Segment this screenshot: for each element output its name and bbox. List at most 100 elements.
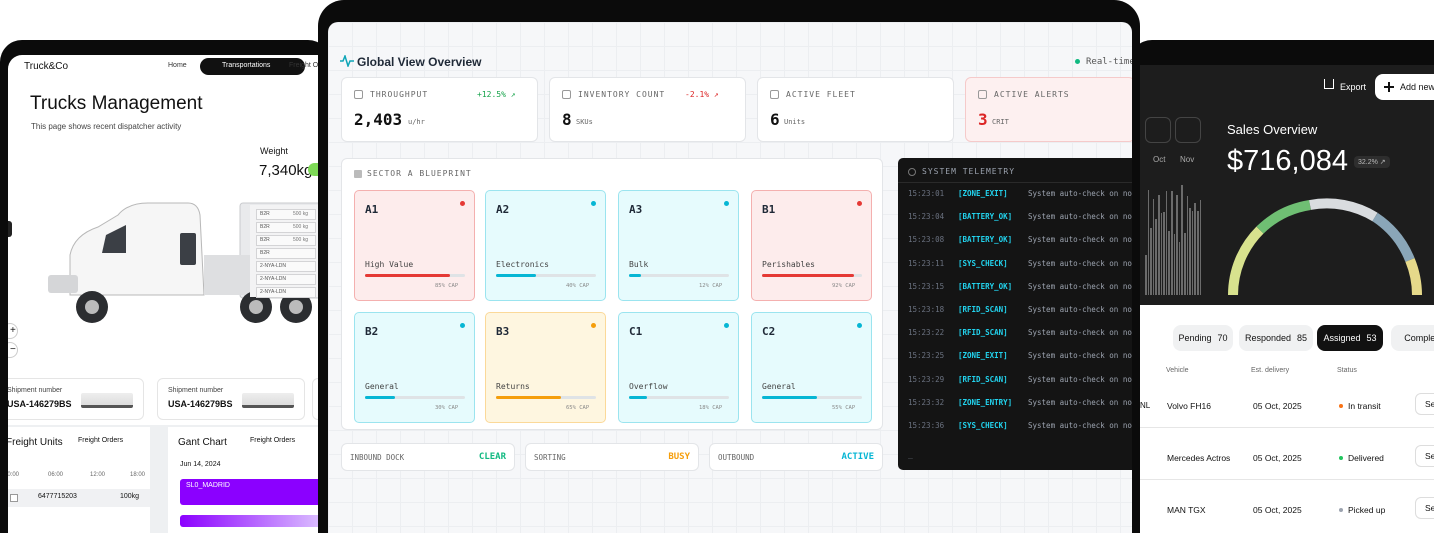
- shipment-number: USA-146279BS: [8, 399, 72, 409]
- spark-bar: [1176, 195, 1178, 295]
- status-tab[interactable]: Pending 70: [1173, 325, 1233, 351]
- capacity-bar: [496, 274, 536, 277]
- log-tag: [ZONE_EXIT]: [958, 351, 1008, 361]
- kpi-unit: SKUs: [576, 118, 593, 126]
- kpi-unit: CRIT: [992, 118, 1009, 126]
- zone-cell[interactable]: B1 Perishables 92% CAP: [751, 190, 872, 301]
- kpi-card: ACTIVE ALERTS 3 CRIT: [965, 77, 1132, 142]
- nav-pill[interactable]: Transportations: [200, 58, 305, 75]
- row-action[interactable]: See: [1415, 393, 1434, 415]
- log-time: 15:23:11: [908, 258, 945, 268]
- sales-header: [1140, 65, 1434, 305]
- shipment-label: Shipment number: [8, 387, 63, 394]
- log-message: System auto-check on node: [1028, 189, 1132, 198]
- kpi-unit: Units: [784, 118, 806, 126]
- left-screen: Truck&Co Home Transportations Freight Order…: [8, 55, 330, 533]
- kpi-label: THROUGHPUT: [370, 90, 429, 99]
- row-action[interactable]: See: [1415, 497, 1434, 519]
- zoom-button[interactable]: −: [8, 342, 18, 358]
- row-status: Delivered: [1348, 453, 1384, 463]
- zone-dot: [591, 323, 596, 328]
- spark-bar: [1171, 191, 1173, 295]
- export-button[interactable]: Export: [1340, 82, 1367, 92]
- capacity-track: [365, 396, 465, 399]
- log-message: System auto-check on node: [1028, 397, 1132, 407]
- cargo-label: B2R: [260, 211, 270, 217]
- capacity-bar: [365, 396, 395, 399]
- zone-cell[interactable]: B2 General 30% CAP: [354, 312, 475, 423]
- zone-cell[interactable]: C2 General 55% CAP: [751, 312, 872, 423]
- zone-name: Overflow: [629, 382, 668, 391]
- capacity-label: 85% CAP: [435, 283, 459, 289]
- page-subtitle: This page shows recent dispatcher activi…: [31, 122, 182, 131]
- export-icon: [1324, 79, 1334, 89]
- tab-count: 53: [1366, 333, 1377, 343]
- shipment-card: Shipment number USA-146279BS: [8, 378, 144, 420]
- log-tag: [BATTERY_OK]: [958, 212, 1013, 222]
- zone-name: General: [762, 382, 796, 391]
- cargo-weight: 500 kg: [293, 237, 309, 243]
- cargo-cell: B2R 500 kg: [256, 235, 316, 246]
- kpi-label: ACTIVE FLEET: [786, 90, 856, 99]
- nav-item[interactable]: Home: [168, 62, 187, 69]
- log-message: System auto-check on node: [1028, 421, 1132, 430]
- row-divider: [1140, 427, 1434, 428]
- zone-cell[interactable]: C1 Overflow 18% CAP: [618, 312, 739, 423]
- row-action[interactable]: See: [1415, 445, 1434, 467]
- month-label: Oct: [1153, 155, 1166, 164]
- zone-cell[interactable]: A3 Bulk 12% CAP: [618, 190, 739, 301]
- spark-bar: [1194, 202, 1196, 295]
- gantt-bar-label: SL0_MADRID: [186, 482, 230, 489]
- zone-cell[interactable]: A2 Electronics 40% CAP: [485, 190, 606, 301]
- zone-id: A1: [365, 203, 379, 216]
- row-vehicle: MAN TGX: [1167, 505, 1206, 515]
- zone-cell[interactable]: A1 High Value 85% CAP: [354, 190, 475, 301]
- cargo-grid: B2R 500 kg B2R 500 kg B2R 500 kg B2R 2-NYA-LDN 2…: [250, 205, 330, 298]
- action-label: See: [1425, 503, 1434, 513]
- spark-bar: [1147, 189, 1150, 295]
- status-tab[interactable]: Completed: [1391, 325, 1434, 351]
- dock-status: SORTING BUSY: [525, 443, 699, 471]
- checkbox[interactable]: [10, 494, 18, 502]
- tab-label: Assigned: [1323, 333, 1361, 343]
- spark-bar: [1163, 211, 1165, 295]
- status-dot: [1339, 508, 1343, 512]
- status-tab[interactable]: Assigned 53: [1317, 325, 1383, 351]
- row-divider: [1140, 479, 1434, 480]
- windshield: [102, 225, 126, 253]
- status-tab[interactable]: Responded 85: [1239, 325, 1313, 351]
- gantt-bar: SL0_MADRID: [180, 479, 330, 505]
- kpi-unit: u/hr: [408, 118, 425, 126]
- gantt-bar-secondary: [180, 515, 330, 527]
- weight-label: Weight: [260, 146, 288, 156]
- zone-name: Returns: [496, 382, 530, 391]
- icon-button[interactable]: [1175, 117, 1201, 143]
- zone-dot: [857, 201, 862, 206]
- capacity-track: [762, 274, 862, 277]
- zone-id: B1: [762, 203, 776, 216]
- filter-dropdown[interactable]: Freight Orders: [74, 434, 144, 450]
- spark-bar: [1181, 184, 1183, 295]
- side-handle: [8, 221, 12, 237]
- add-new-button[interactable]: Add new: [1375, 74, 1434, 100]
- page-title: Trucks Management: [30, 93, 203, 114]
- nav-item[interactable]: Freight Orders: [289, 62, 330, 69]
- spark-bar: [1155, 219, 1157, 295]
- kpi-value: 6: [770, 110, 780, 129]
- status-dot: [1339, 404, 1343, 408]
- spark-bar: [1186, 196, 1189, 295]
- telemetry-title: SYSTEM TELEMETRY: [922, 167, 1016, 176]
- dock-label: INBOUND DOCK: [350, 453, 405, 462]
- log-message: System auto-check on node: [1028, 374, 1132, 384]
- icon-button[interactable]: [1145, 117, 1171, 143]
- log-tag: [SYS_CHECK]: [958, 258, 1008, 268]
- zone-cell[interactable]: B3 Returns 65% CAP: [485, 312, 606, 423]
- capacity-label: 40% CAP: [566, 283, 590, 289]
- log-tag: [ZONE_EXIT]: [958, 189, 1008, 198]
- filter-dropdown[interactable]: Freight Orders: [246, 434, 316, 450]
- zone-name: Electronics: [496, 260, 549, 269]
- capacity-bar: [365, 274, 450, 277]
- time-tick: 06:00: [48, 472, 64, 478]
- action-label: See: [1425, 399, 1434, 409]
